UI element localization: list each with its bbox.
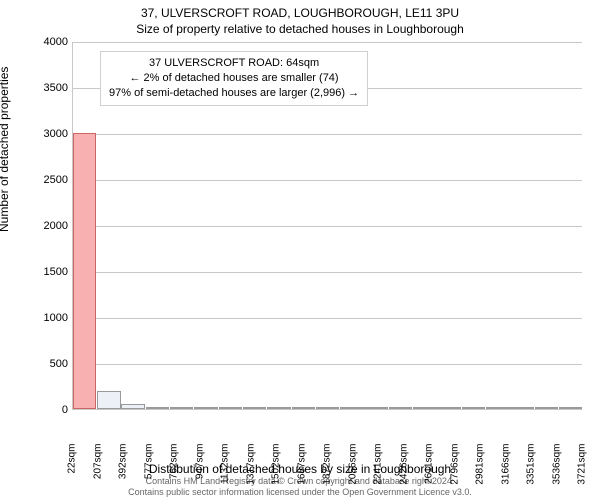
histogram-bar (267, 407, 290, 409)
histogram-bar (559, 407, 582, 409)
histogram-bar (292, 407, 315, 409)
gridline (73, 272, 582, 273)
annotation-line2: ← 2% of detached houses are smaller (74) (109, 71, 359, 86)
histogram-bar (389, 407, 412, 409)
y-tick-label: 2000 (28, 220, 68, 232)
histogram-bar (535, 407, 558, 409)
histogram-bar (97, 391, 120, 409)
x-tick-label: 2056sqm (347, 444, 358, 494)
histogram-bar (194, 407, 217, 409)
x-tick-label: 1132sqm (220, 444, 231, 494)
histogram-bar (486, 407, 509, 409)
y-tick-label: 0 (28, 404, 68, 416)
x-tick-label: 207sqm (92, 444, 103, 494)
gridline (73, 42, 582, 43)
histogram-bar (146, 407, 169, 409)
annotation-box: 37 ULVERSCROFT ROAD: 64sqm ← 2% of detac… (100, 51, 368, 106)
gridline (73, 134, 582, 135)
gridline (73, 364, 582, 365)
histogram-bar (121, 404, 144, 409)
histogram-bar (170, 407, 193, 409)
x-tick-label: 2426sqm (398, 444, 409, 494)
x-tick-label: 762sqm (169, 444, 180, 494)
histogram-bar (510, 407, 533, 409)
x-tick-label: 3536sqm (551, 444, 562, 494)
x-tick-label: 577sqm (143, 444, 154, 494)
x-tick-label: 1872sqm (322, 444, 333, 494)
x-tick-label: 1317sqm (245, 444, 256, 494)
x-tick-label: 2241sqm (373, 444, 384, 494)
annotation-line1: 37 ULVERSCROFT ROAD: 64sqm (109, 56, 359, 71)
x-tick-label: 947sqm (194, 444, 205, 494)
x-tick-label: 1687sqm (296, 444, 307, 494)
gridline (73, 180, 582, 181)
histogram-bar (219, 407, 242, 409)
gridline (73, 318, 582, 319)
y-axis-title: Number of detached properties (0, 67, 11, 232)
histogram-bar (243, 407, 266, 409)
x-tick-label: 2796sqm (449, 444, 460, 494)
chart-subtitle: Size of property relative to detached ho… (0, 22, 600, 36)
chart-title: 37, ULVERSCROFT ROAD, LOUGHBOROUGH, LE11… (0, 6, 600, 20)
y-tick-label: 3500 (28, 82, 68, 94)
gridline (73, 226, 582, 227)
y-tick-label: 4000 (28, 36, 68, 48)
x-tick-label: 2981sqm (475, 444, 486, 494)
histogram-bar (462, 407, 485, 409)
x-tick-label: 1502sqm (271, 444, 282, 494)
x-tick-label: 3721sqm (577, 444, 588, 494)
histogram-bar (316, 407, 339, 409)
x-tick-label: 3166sqm (500, 444, 511, 494)
y-tick-label: 3000 (28, 128, 68, 140)
x-tick-label: 392sqm (118, 444, 129, 494)
x-tick-label: 3351sqm (526, 444, 537, 494)
histogram-bar (340, 407, 363, 409)
annotation-line3: 97% of semi-detached houses are larger (… (109, 86, 359, 101)
histogram-bar (413, 407, 436, 409)
y-tick-label: 2500 (28, 174, 68, 186)
histogram-bar (437, 407, 460, 409)
x-tick-label: 22sqm (67, 444, 78, 494)
histogram-bar (364, 407, 387, 409)
y-tick-label: 1000 (28, 312, 68, 324)
y-tick-label: 500 (28, 358, 68, 370)
y-tick-label: 1500 (28, 266, 68, 278)
highlight-bar (73, 133, 96, 409)
x-tick-label: 2611sqm (424, 444, 435, 494)
